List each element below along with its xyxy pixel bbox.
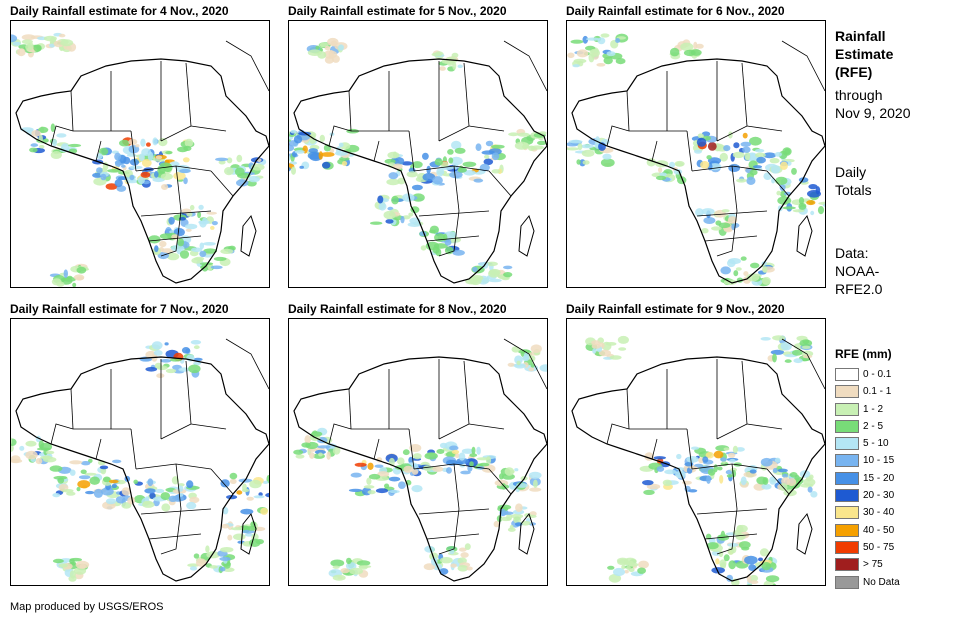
legend-swatch (835, 437, 859, 451)
legend-label: 1 - 2 (863, 403, 884, 415)
legend-swatch (835, 419, 859, 433)
data-source: Data: NOAA- RFE2.0 (835, 245, 883, 297)
legend-label: 15 - 20 (863, 472, 895, 484)
map-credit: Map produced by USGS/EROS (10, 601, 164, 613)
madagascar-outline (796, 512, 813, 555)
legend-label: 40 - 50 (863, 524, 895, 536)
legend-title: RFE (mm) (835, 347, 892, 361)
country-borders (50, 61, 234, 257)
legend-label: No Data (863, 576, 900, 588)
rainfall-map (566, 318, 826, 586)
arabian-coastline (225, 40, 269, 92)
rainfall-field (11, 340, 269, 582)
legend-label: 10 - 15 (863, 455, 895, 467)
africa-coastline (571, 356, 825, 582)
panel-nov-7: Daily Rainfall estimate for 7 Nov., 2020 (10, 302, 270, 592)
arabian-coastline (503, 338, 547, 390)
map-canvas (11, 338, 269, 582)
map-canvas (571, 335, 825, 585)
country-borders (328, 359, 512, 555)
panel-title: Daily Rainfall estimate for 4 Nov., 2020 (10, 4, 229, 18)
panel-title: Daily Rainfall estimate for 6 Nov., 2020 (566, 4, 785, 18)
legend-label: 2 - 5 (863, 420, 884, 432)
panel-title: Daily Rainfall estimate for 5 Nov., 2020 (288, 4, 507, 18)
rainfall-map (566, 20, 826, 288)
madagascar-outline (240, 512, 257, 555)
legend-swatch (835, 558, 859, 572)
country-borders (328, 61, 512, 257)
panel-title: Daily Rainfall estimate for 8 Nov., 2020 (288, 302, 507, 316)
arabian-coastline (503, 40, 547, 92)
rainfall-field (585, 335, 818, 585)
legend-swatch (835, 489, 859, 503)
panel-nov-4: Daily Rainfall estimate for 4 Nov., 2020 (10, 4, 270, 294)
rainfall-field (11, 32, 267, 287)
panel-title: Daily Rainfall estimate for 9 Nov., 2020 (566, 302, 785, 316)
arabian-coastline (781, 338, 825, 390)
rainfall-map (10, 318, 270, 586)
legend-swatch (835, 506, 859, 520)
map-canvas (11, 32, 269, 287)
totals-label: Daily Totals (835, 164, 872, 198)
africa-coastline (571, 58, 825, 284)
legend-swatch (835, 575, 859, 589)
legend-swatch (835, 402, 859, 416)
legend-label: 0.1 - 1 (863, 386, 892, 398)
panel-title: Daily Rainfall estimate for 7 Nov., 2020 (10, 302, 229, 316)
panel-nov-8: Daily Rainfall estimate for 8 Nov., 2020 (288, 302, 548, 592)
rainfall-field (567, 33, 825, 287)
legend-label: 20 - 30 (863, 490, 895, 502)
africa-coastline (293, 58, 547, 284)
legend-swatch (835, 368, 859, 381)
rainfall-map (10, 20, 270, 288)
rainfall-field (289, 37, 547, 286)
through-date: through Nov 9, 2020 (835, 87, 911, 121)
country-borders (50, 359, 234, 555)
madagascar-outline (518, 512, 535, 555)
legend-swatch (835, 523, 859, 537)
madagascar-outline (240, 214, 257, 257)
legend-label: > 75 (863, 559, 883, 571)
legend-label: 0 - 0.1 (863, 369, 892, 380)
legend-label: 50 - 75 (863, 541, 895, 553)
legend-swatch (835, 385, 859, 399)
madagascar-outline (796, 214, 813, 257)
legend-swatch (835, 454, 859, 468)
map-series-title: Rainfall Estimate (RFE) (835, 28, 894, 80)
arabian-coastline (225, 338, 269, 390)
arabian-coastline (781, 40, 825, 92)
panel-nov-5: Daily Rainfall estimate for 5 Nov., 2020 (288, 4, 548, 294)
country-borders (606, 359, 790, 555)
panel-nov-6: Daily Rainfall estimate for 6 Nov., 2020 (566, 4, 826, 294)
map-canvas (567, 33, 825, 287)
map-canvas (289, 37, 547, 286)
africa-coastline (293, 356, 547, 582)
rainfall-map (288, 20, 548, 288)
legend-swatch (835, 540, 859, 554)
legend-swatch (835, 471, 859, 485)
madagascar-outline (518, 214, 535, 257)
legend-label: 30 - 40 (863, 507, 895, 519)
map-canvas (293, 338, 547, 582)
legend-label: 5 - 10 (863, 438, 889, 450)
africa-coastline (15, 58, 269, 284)
country-borders (606, 61, 790, 257)
africa-coastline (15, 356, 269, 582)
panel-nov-9: Daily Rainfall estimate for 9 Nov., 2020 (566, 302, 826, 592)
rainfall-map (288, 318, 548, 586)
rainfall-field (293, 344, 547, 581)
